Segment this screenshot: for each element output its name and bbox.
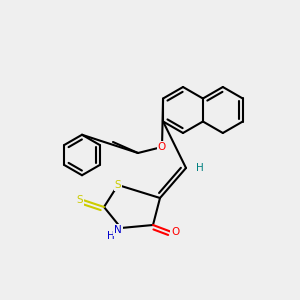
Text: S: S — [76, 195, 83, 205]
Text: O: O — [171, 227, 179, 237]
Text: N: N — [114, 225, 122, 235]
Text: S: S — [115, 180, 121, 190]
Text: H: H — [196, 163, 204, 173]
Text: O: O — [158, 142, 166, 152]
Text: H: H — [107, 231, 115, 241]
